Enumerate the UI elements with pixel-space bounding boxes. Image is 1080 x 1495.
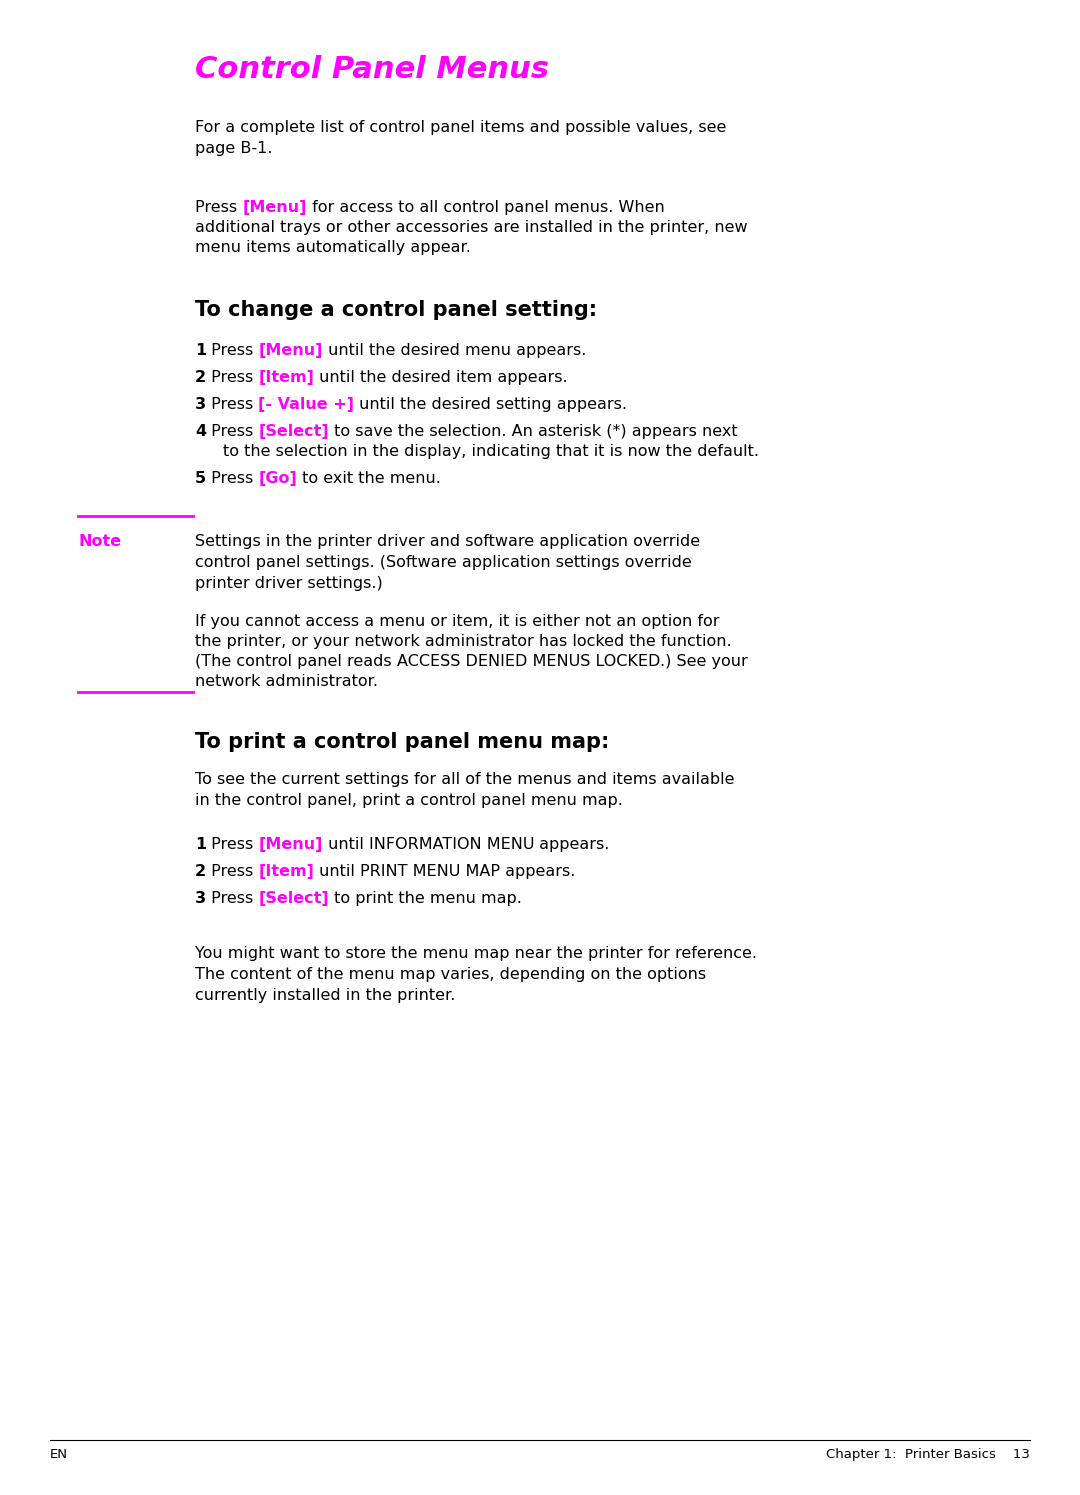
Text: .) See your: .) See your [660, 653, 747, 668]
Text: 5: 5 [195, 471, 206, 486]
Text: To see the current settings for all of the menus and items available
in the cont: To see the current settings for all of t… [195, 771, 734, 807]
Text: Control Panel Menus: Control Panel Menus [195, 55, 549, 84]
Text: [Item]: [Item] [258, 864, 314, 879]
Text: 1: 1 [195, 837, 206, 852]
Text: 4: 4 [195, 425, 206, 440]
Text: to the selection in the display, indicating that it is now the default.: to the selection in the display, indicat… [222, 444, 759, 459]
Text: appears.: appears. [535, 837, 610, 852]
Text: menu items automatically appear.: menu items automatically appear. [195, 241, 471, 256]
Text: [Select]: [Select] [258, 891, 329, 906]
Text: [Menu]: [Menu] [258, 837, 323, 852]
Text: Press: Press [206, 891, 258, 906]
Text: Press: Press [206, 342, 258, 357]
Text: 2: 2 [195, 369, 206, 386]
Text: until the desired item appears.: until the desired item appears. [314, 369, 568, 386]
Text: Press: Press [206, 864, 258, 879]
Text: Press: Press [206, 369, 258, 386]
Text: to print the menu map.: to print the menu map. [329, 891, 522, 906]
Text: Press: Press [206, 398, 258, 413]
Text: until the desired menu appears.: until the desired menu appears. [323, 342, 586, 357]
Text: [Go]: [Go] [258, 471, 297, 486]
Text: network administrator.: network administrator. [195, 674, 378, 689]
Text: PRINT MENU MAP: PRINT MENU MAP [361, 864, 500, 879]
Text: To print a control panel menu map:: To print a control panel menu map: [195, 733, 609, 752]
Text: [Menu]: [Menu] [242, 200, 307, 215]
Text: 3: 3 [195, 398, 206, 413]
Text: Chapter 1:  Printer Basics    13: Chapter 1: Printer Basics 13 [826, 1449, 1030, 1461]
Text: To change a control panel setting:: To change a control panel setting: [195, 300, 597, 320]
Text: [Menu]: [Menu] [258, 342, 323, 357]
Text: [- Value +]: [- Value +] [258, 398, 354, 413]
Text: until the desired setting appears.: until the desired setting appears. [354, 398, 627, 413]
Text: (The control panel reads: (The control panel reads [195, 653, 396, 668]
Text: If you cannot access a menu or item, it is either not an option for: If you cannot access a menu or item, it … [195, 614, 719, 629]
Text: INFORMATION MENU: INFORMATION MENU [369, 837, 535, 852]
Text: appears.: appears. [500, 864, 576, 879]
Text: to save the selection. An asterisk (*) appears next: to save the selection. An asterisk (*) a… [329, 425, 738, 440]
Text: 1: 1 [195, 342, 206, 357]
Text: for access to all control panel menus. When: for access to all control panel menus. W… [307, 200, 664, 215]
Text: Note: Note [78, 534, 121, 549]
Text: until: until [323, 837, 369, 852]
Text: Press: Press [206, 471, 258, 486]
Text: 2: 2 [195, 864, 206, 879]
Text: [Select]: [Select] [258, 425, 329, 440]
Text: EN: EN [50, 1449, 68, 1461]
Text: For a complete list of control panel items and possible values, see
page B-1.: For a complete list of control panel ite… [195, 120, 727, 155]
Text: until: until [314, 864, 361, 879]
Text: Settings in the printer driver and software application override
control panel s: Settings in the printer driver and softw… [195, 534, 700, 591]
Text: Press: Press [195, 200, 242, 215]
Text: 3: 3 [195, 891, 206, 906]
Text: to exit the menu.: to exit the menu. [297, 471, 441, 486]
Text: [Item]: [Item] [258, 369, 314, 386]
Text: Press: Press [206, 837, 258, 852]
Text: You might want to store the menu map near the printer for reference.
The content: You might want to store the menu map nea… [195, 946, 757, 1003]
Text: the printer, or your network administrator has locked the function.: the printer, or your network administrat… [195, 634, 731, 649]
Text: ACCESS DENIED MENUS LOCKED: ACCESS DENIED MENUS LOCKED [396, 653, 660, 668]
Text: additional trays or other accessories are installed in the printer, new: additional trays or other accessories ar… [195, 220, 747, 235]
Text: Press: Press [206, 425, 258, 440]
